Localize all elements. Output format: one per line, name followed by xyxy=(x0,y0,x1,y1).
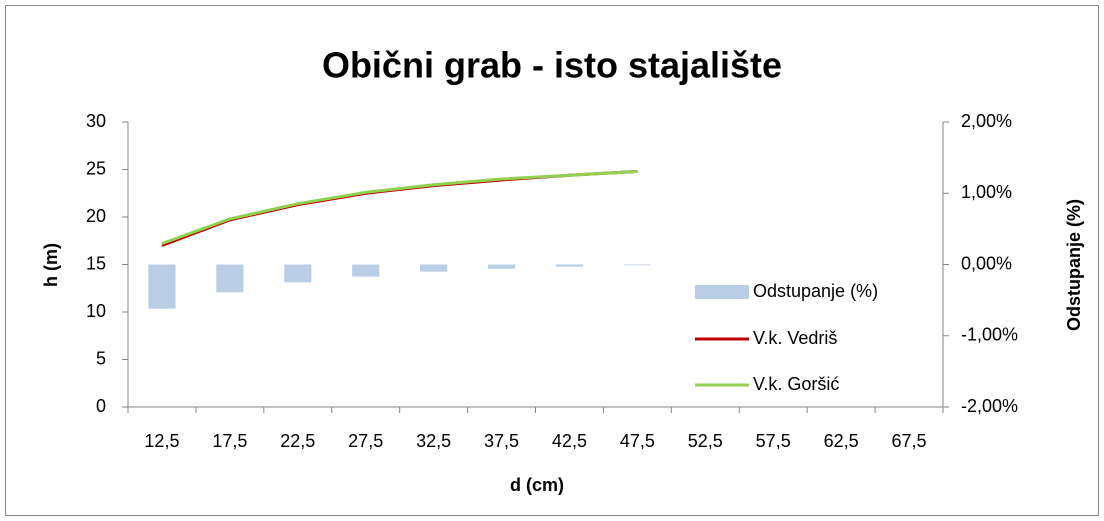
x-tick-label: 27,5 xyxy=(348,431,383,451)
x-tick-label: 37,5 xyxy=(484,431,519,451)
x-tick-label: 42,5 xyxy=(552,431,587,451)
y-tick-label: 25 xyxy=(86,158,106,178)
y2-tick-label: 0,00% xyxy=(961,253,1012,273)
legend-label: Odstupanje (%) xyxy=(753,281,878,301)
y-tick-label: 15 xyxy=(86,253,106,273)
y2-axis-title: Odstupanje (%) xyxy=(1064,199,1084,331)
y-tick-label: 0 xyxy=(96,396,106,416)
x-tick-label: 12,5 xyxy=(144,431,179,451)
x-tick-label: 67,5 xyxy=(892,431,927,451)
x-tick-label: 52,5 xyxy=(688,431,723,451)
bar xyxy=(555,264,584,267)
y-tick-label: 30 xyxy=(86,111,106,131)
bar xyxy=(216,264,244,293)
x-tick-label: 17,5 xyxy=(212,431,247,451)
legend-swatch xyxy=(695,285,749,299)
chart-border xyxy=(5,5,1099,516)
bar xyxy=(623,264,651,266)
x-tick-label: 62,5 xyxy=(824,431,859,451)
line xyxy=(161,169,638,246)
y2-tick-label: 2,00% xyxy=(961,111,1012,131)
legend-label: V.k. Vedriš xyxy=(753,328,837,348)
chart-title: Obični grab - isto stajalište xyxy=(322,45,782,86)
bar xyxy=(420,264,448,272)
y-axis-title: h (m) xyxy=(41,243,61,287)
bar xyxy=(284,264,312,283)
bar xyxy=(148,264,176,309)
x-tick-label: 57,5 xyxy=(756,431,791,451)
x-tick-label: 32,5 xyxy=(416,431,451,451)
y-tick-label: 10 xyxy=(86,301,106,321)
x-axis-title: d (cm) xyxy=(510,475,564,495)
y2-tick-label: -1,00% xyxy=(961,325,1018,345)
x-tick-label: 47,5 xyxy=(620,431,655,451)
bar xyxy=(487,264,516,269)
y2-tick-label: -2,00% xyxy=(961,396,1018,416)
x-tick-label: 22,5 xyxy=(280,431,315,451)
y2-tick-label: 1,00% xyxy=(961,182,1012,202)
bar xyxy=(352,264,380,277)
y-tick-label: 5 xyxy=(96,348,106,368)
legend-label: V.k. Goršić xyxy=(753,374,839,394)
y-tick-label: 20 xyxy=(86,206,106,226)
